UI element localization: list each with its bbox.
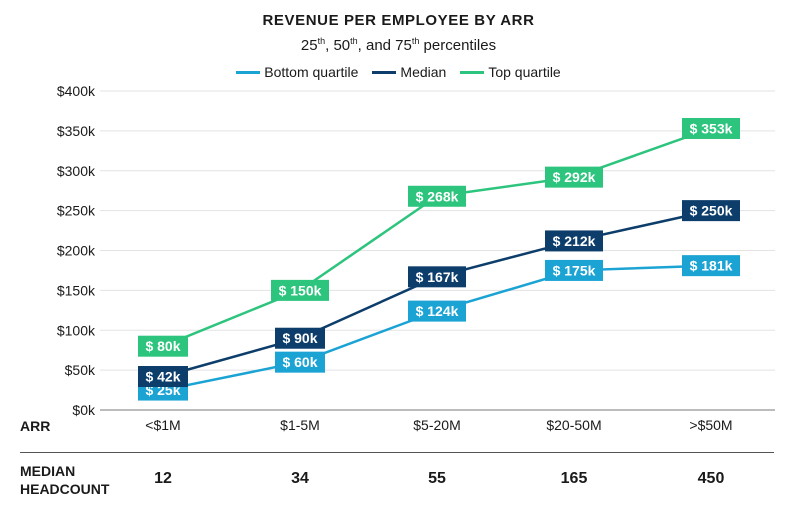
subtitle-and: , and: [357, 37, 396, 54]
headcount-value: 12: [154, 470, 172, 487]
chart-subtitle: 25th, 50th, and 75th percentiles: [0, 36, 797, 54]
data-label-box: [275, 327, 325, 349]
x-tick-label: $5-20M: [413, 417, 460, 433]
data-label: $ 175k: [553, 262, 596, 278]
data-label: $ 212k: [553, 233, 596, 249]
x-tick-label: $20-50M: [546, 417, 601, 433]
headcount-value: 55: [428, 470, 446, 487]
headcount-value: 34: [291, 470, 309, 487]
y-tick-label: $0k: [72, 402, 96, 418]
legend-label-top-quartile: Top quartile: [488, 64, 561, 80]
legend-item-top-quartile: Top quartile: [460, 64, 561, 80]
headcount-label-line1: MEDIAN: [20, 463, 76, 479]
data-label-box: [138, 366, 188, 388]
data-label-box: [682, 255, 740, 277]
y-tick-label: $50k: [65, 362, 96, 378]
data-label-box: [682, 117, 740, 139]
legend-label-bottom-quartile: Bottom quartile: [264, 64, 359, 80]
data-label-box: [138, 335, 188, 357]
headcount-value: 450: [697, 470, 725, 487]
headcount-label-line2: HEADCOUNT: [20, 481, 110, 497]
data-label-box: [408, 266, 466, 288]
y-tick-label: $300k: [57, 163, 96, 179]
y-tick-label: $100k: [57, 322, 96, 338]
chart-legend: Bottom quartile Median Top quartile: [0, 64, 797, 80]
data-label: $ 167k: [416, 269, 459, 285]
data-label: $ 80k: [145, 338, 180, 354]
subtitle-p75: 75: [395, 37, 412, 54]
data-label: $ 60k: [282, 354, 317, 370]
data-label: $ 353k: [690, 120, 733, 136]
headcount-value: 165: [560, 470, 588, 487]
data-label-box: [271, 279, 329, 301]
subtitle-p75-suffix: th: [411, 36, 420, 46]
data-label-box: [275, 351, 325, 373]
data-label-box: [545, 166, 603, 188]
subtitle-p50: 50: [333, 37, 351, 54]
legend-swatch-median: [372, 70, 397, 74]
data-label: $ 42k: [145, 369, 180, 385]
subtitle-sep: ,: [325, 37, 334, 54]
subtitle-tail: percentiles: [419, 37, 497, 54]
subtitle-p50-suffix: th: [350, 36, 358, 46]
data-label: $ 150k: [279, 282, 322, 298]
legend-swatch-bottom-quartile: [236, 70, 261, 74]
data-label: $ 181k: [690, 258, 733, 274]
x-tick-label: $1-5M: [280, 417, 320, 433]
headcount-label: MEDIAN HEADCOUNT: [20, 462, 109, 498]
legend-swatch-top-quartile: [460, 70, 485, 74]
y-tick-label: $250k: [57, 203, 96, 219]
y-tick-label: $350k: [57, 123, 96, 139]
subtitle-p25-suffix: th: [317, 36, 326, 46]
data-label-box: [545, 230, 603, 252]
data-label: $ 292k: [553, 169, 596, 185]
data-label: $ 268k: [416, 188, 459, 204]
data-label-box: [545, 259, 603, 281]
legend-item-bottom-quartile: Bottom quartile: [236, 64, 358, 80]
x-tick-label: <$1M: [145, 417, 180, 433]
footer-divider: [20, 452, 774, 453]
legend-item-median: Median: [372, 64, 446, 80]
series-line: [162, 209, 712, 378]
y-tick-label: $150k: [57, 282, 96, 298]
y-tick-label: $400k: [57, 83, 96, 99]
data-label: $ 250k: [690, 203, 733, 219]
data-label: $ 90k: [282, 330, 317, 346]
y-tick-label: $200k: [57, 243, 96, 259]
data-label: $ 124k: [416, 303, 459, 319]
data-label-box: [682, 200, 740, 222]
x-axis-label: ARR: [20, 418, 51, 434]
data-label-box: [408, 185, 466, 207]
subtitle-p25: 25: [300, 37, 318, 54]
x-tick-label: >$50M: [689, 417, 732, 433]
chart-title: REVENUE PER EMPLOYEE BY ARR: [262, 12, 535, 29]
legend-label-median: Median: [400, 64, 447, 80]
data-label-box: [408, 300, 466, 322]
